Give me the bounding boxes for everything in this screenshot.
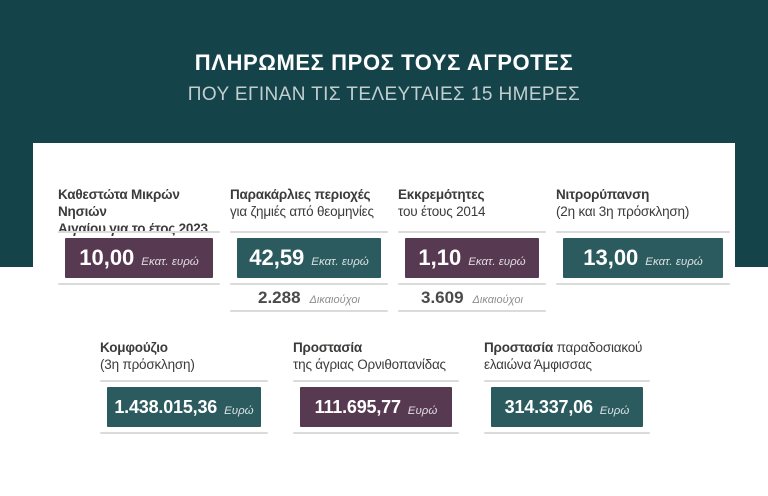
amount-unit: Εκατ. ευρώ (141, 255, 199, 268)
value-box: 1.438.015,36 Ευρώ (107, 387, 261, 427)
amount-value: 314.337,06 (504, 396, 593, 417)
card-title-line1: Νιτρορύπανση (556, 187, 650, 202)
amount-value: 42,59 (249, 245, 305, 270)
content-panel (33, 143, 735, 496)
value-box: 10,00 Εκατ. ευρώ (65, 238, 213, 278)
card-title-line2: (3η πρόσκληση) (100, 357, 195, 372)
card-title-line2: Αιγαίου για το έτος 2023 (58, 221, 208, 236)
card-title-line2: (2η και 3η πρόσκληση) (556, 204, 690, 219)
divider-line (556, 231, 730, 233)
card-title-line1: Κομφούζιο (100, 340, 168, 355)
divider-line (100, 380, 268, 382)
stats-row-bottom: Κομφούζιο (3η πρόσκληση) 1.438.015,36 Ευ… (100, 339, 650, 434)
amount-value: 13,00 (583, 245, 639, 270)
divider-line (293, 380, 459, 382)
divider-line (398, 310, 546, 312)
beneficiaries-count: 2.288 (258, 287, 301, 307)
card-title-line1: Προστασία παραδοσιακού (484, 340, 643, 355)
divider-line (398, 283, 546, 285)
card-title: Προστασία της άγριας Ορνιθοπανίδας (293, 339, 459, 380)
card-title-line2: για ζημιές από θεομηνίες (230, 204, 374, 219)
card-wild-birds-protection: Προστασία της άγριας Ορνιθοπανίδας 111.6… (293, 339, 459, 434)
value-box: 314.337,06 Ευρώ (491, 387, 643, 427)
divider-line (398, 231, 546, 233)
card-title-line2: της άγριας Ορνιθοπανίδας (293, 357, 446, 372)
card-title-line1: Παρακάρλιες περιοχές (230, 187, 371, 202)
value-box: 111.695,77 Ευρώ (300, 387, 452, 427)
amount-unit: Ευρώ (407, 404, 438, 417)
card-pending-2014: Εκκρεμότητες του έτους 2014 1,10 Εκατ. ε… (398, 186, 546, 312)
divider-line (484, 432, 650, 434)
amount-unit: Ευρώ (599, 404, 630, 417)
card-title: Νιτρορύπανση (2η και 3η πρόσκληση) (556, 186, 730, 231)
value-box: 1,10 Εκατ. ευρώ (405, 238, 539, 278)
card-title: Εκκρεμότητες του έτους 2014 (398, 186, 546, 231)
amount-value: 10,00 (79, 245, 135, 270)
divider-line (230, 283, 388, 285)
card-title-line1: Εκκρεμότητες (398, 187, 485, 202)
beneficiaries-row: 3.609 Δικαιούχοι (398, 285, 546, 310)
card-konfuzio: Κομφούζιο (3η πρόσκληση) 1.438.015,36 Ευ… (100, 339, 268, 434)
card-title: Προστασία παραδοσιακού ελαιώνα Άμφισσας (484, 339, 650, 380)
card-nitrate-pollution: Νιτρορύπανση (2η και 3η πρόσκληση) 13,00… (556, 186, 730, 312)
page-subtitle: ΠΟΥ ΕΓΙΝΑΝ ΤΙΣ ΤΕΛΕΥΤΑΙΕΣ 15 ΗΜΕΡΕΣ (187, 84, 581, 105)
page-title: ΠΛΗΡΩΜΕΣ ΠΡΟΣ ΤΟΥΣ ΑΓΡΟΤΕΣ (194, 50, 574, 75)
card-title: Καθεστώτα Μικρών Νησιών Αιγαίου για το έ… (58, 186, 220, 236)
amount-unit: Εκατ. ευρώ (468, 255, 526, 268)
amount-value: 1,10 (418, 245, 462, 270)
beneficiaries-label: Δικαιούχοι (472, 294, 523, 306)
card-title-line2: ελαιώνα Άμφισσας (484, 357, 592, 372)
divider-line (230, 310, 388, 312)
divider-line (58, 231, 220, 233)
value-box: 42,59 Εκατ. ευρώ (237, 238, 381, 278)
beneficiaries-row: 2.288 Δικαιούχοι (230, 285, 388, 310)
amount-unit: Ευρώ (224, 404, 254, 417)
beneficiaries-label: Δικαιούχοι (309, 294, 360, 306)
card-title-line2: του έτους 2014 (398, 204, 486, 219)
card-title: Παρακάρλιες περιοχές για ζημιές από θεομ… (230, 186, 388, 231)
divider-line (484, 380, 650, 382)
card-title-line1: Καθεστώτα Μικρών Νησιών (58, 187, 180, 219)
amount-unit: Εκατ. ευρώ (645, 255, 703, 268)
divider-line (100, 432, 268, 434)
card-title: Κομφούζιο (3η πρόσκληση) (100, 339, 268, 380)
amount-unit: Εκατ. ευρώ (311, 255, 369, 268)
value-box: 13,00 Εκατ. ευρώ (563, 238, 723, 278)
card-aegean-islands-2023: Καθεστώτα Μικρών Νησιών Αιγαίου για το έ… (58, 186, 220, 312)
divider-line (230, 231, 388, 233)
amount-value: 111.695,77 (314, 396, 401, 417)
divider-line (293, 432, 459, 434)
divider-line (556, 283, 730, 285)
beneficiaries-count: 3.609 (421, 287, 464, 307)
stats-row-top: Καθεστώτα Μικρών Νησιών Αιγαίου για το έ… (58, 186, 730, 312)
divider-line (58, 283, 220, 285)
card-karla-areas: Παρακάρλιες περιοχές για ζημιές από θεομ… (230, 186, 388, 312)
card-title-line1: Προστασία (293, 340, 363, 355)
amount-value: 1.438.015,36 (114, 396, 218, 417)
card-amfissa-olive-grove: Προστασία παραδοσιακού ελαιώνα Άμφισσας … (484, 339, 650, 434)
